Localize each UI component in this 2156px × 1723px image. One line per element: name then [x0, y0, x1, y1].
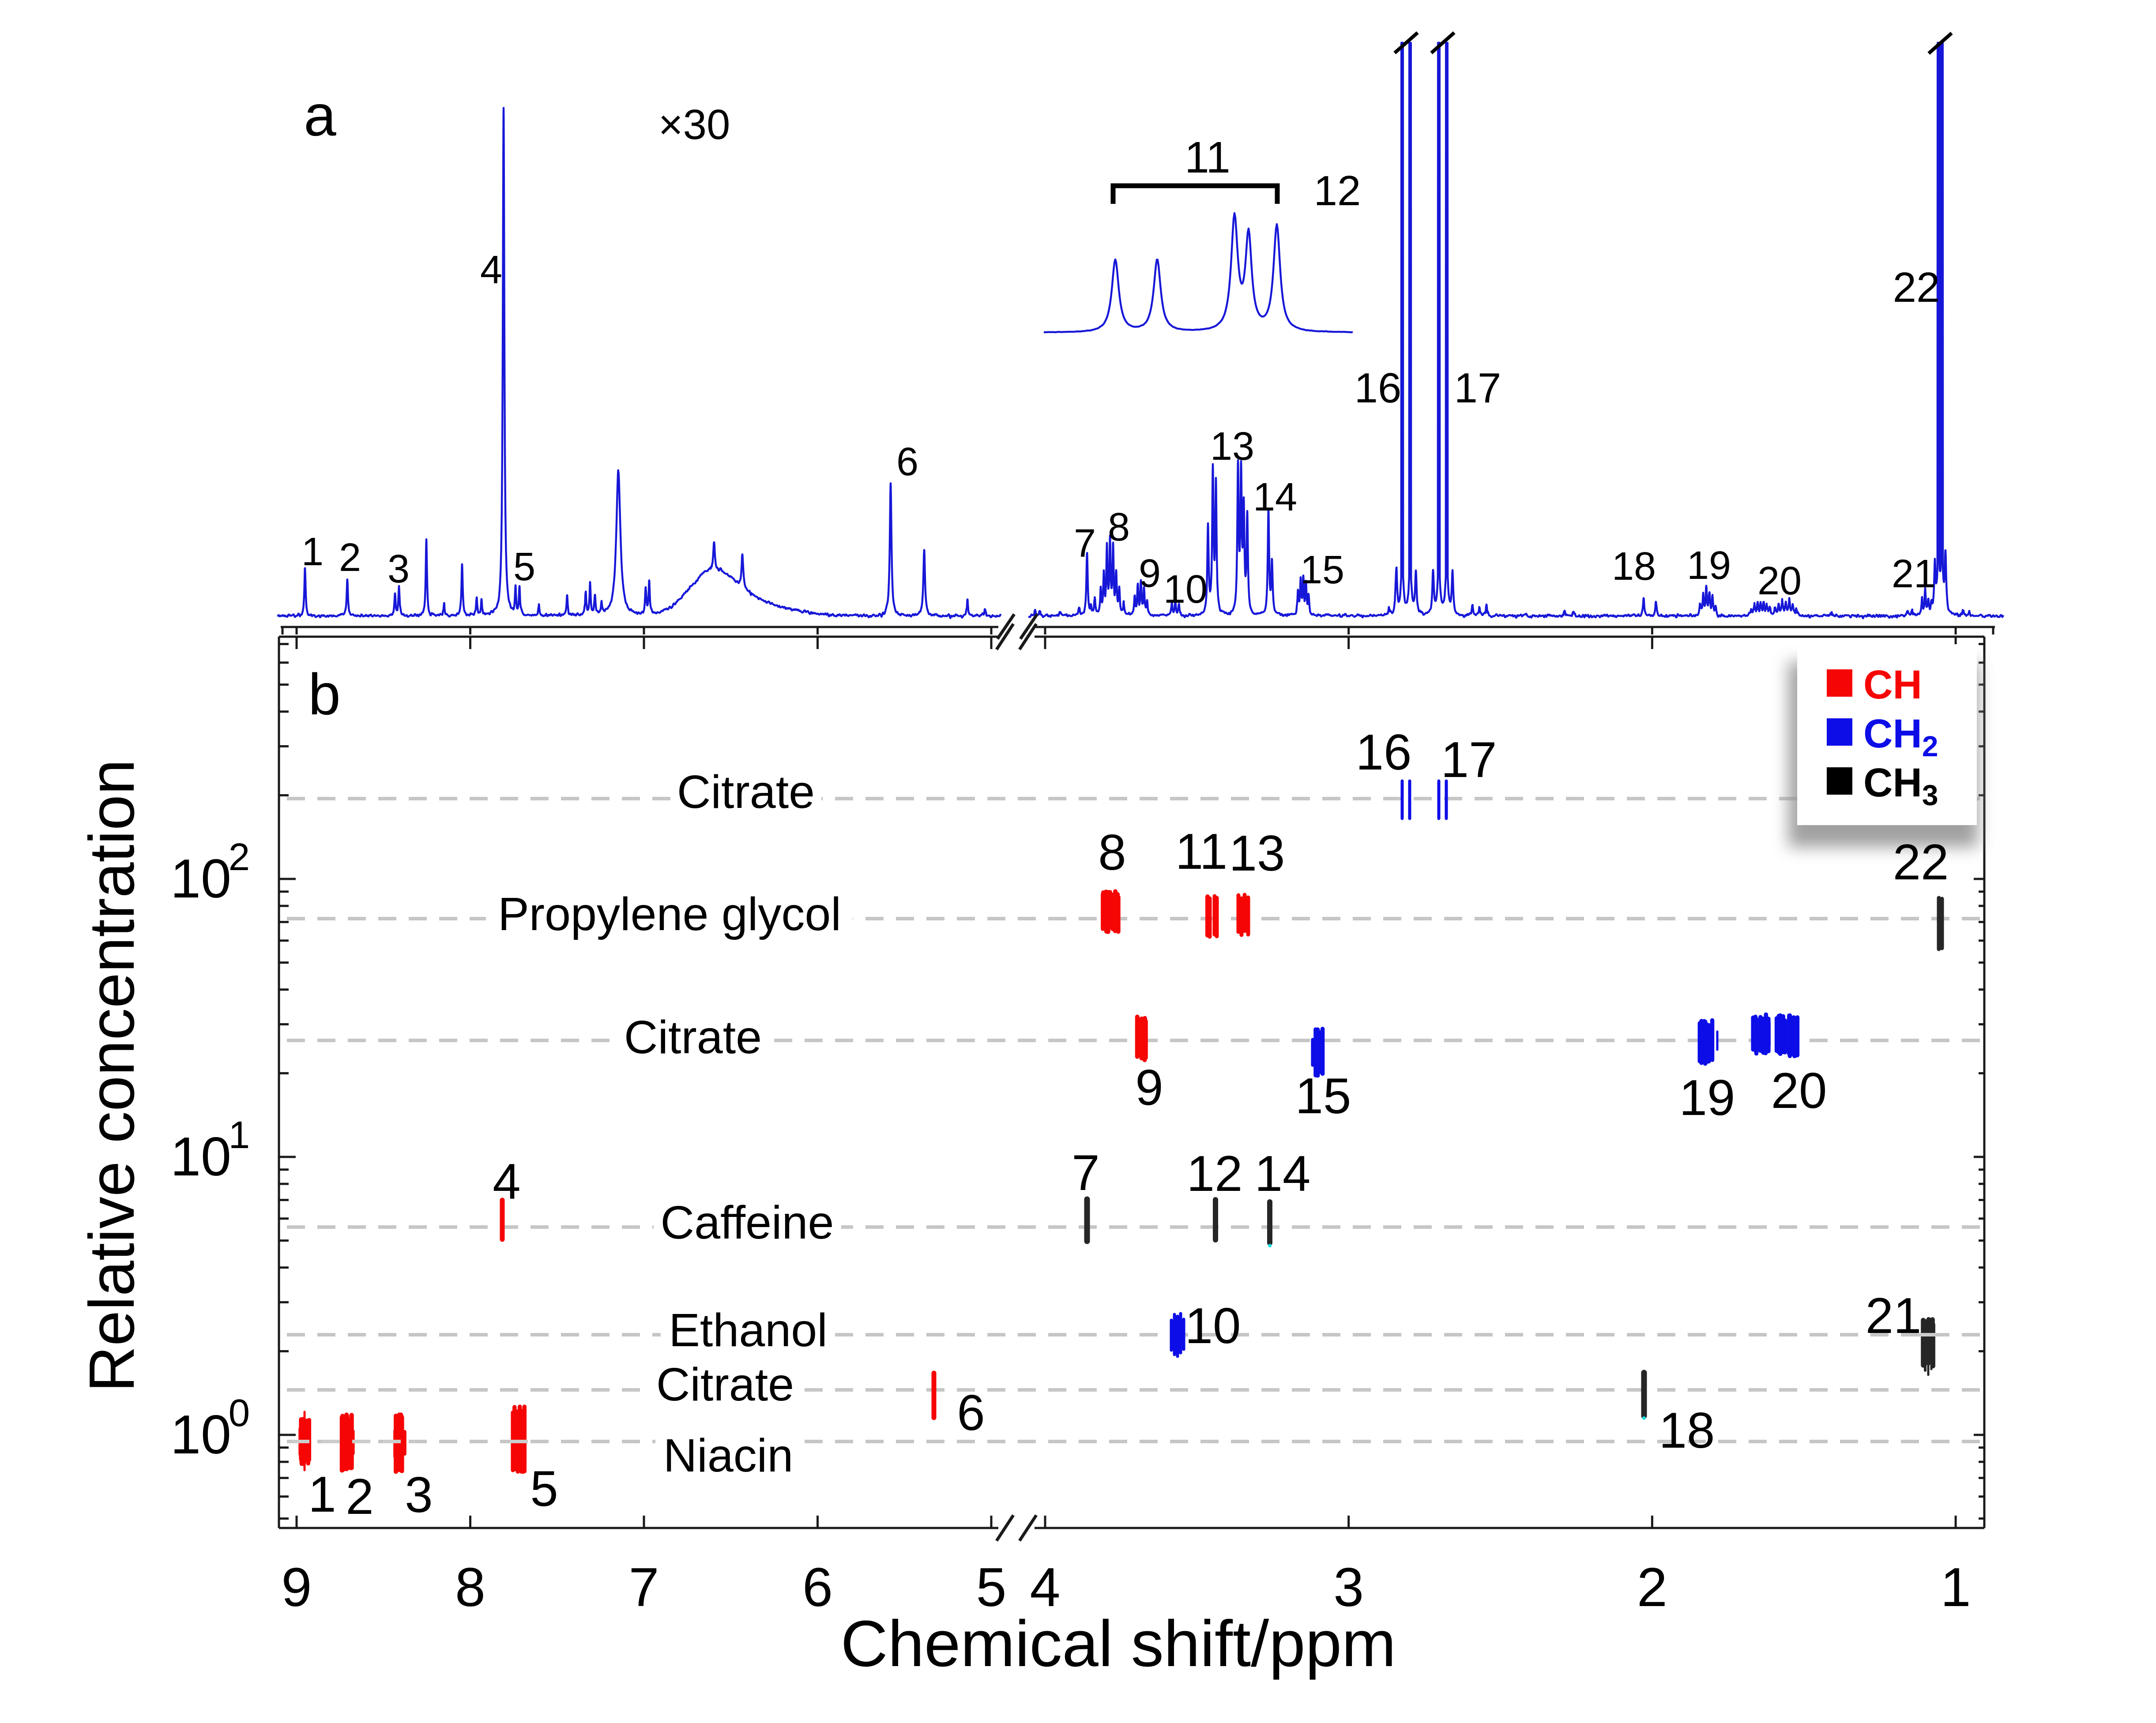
svg-text:22: 22	[1893, 264, 1940, 311]
svg-text:Citrate: Citrate	[656, 1359, 794, 1411]
svg-text:Propylene glycol: Propylene glycol	[498, 888, 841, 940]
svg-text:18: 18	[1612, 544, 1656, 589]
svg-text:15: 15	[1295, 1068, 1351, 1124]
svg-text:7: 7	[629, 1557, 659, 1618]
svg-text:17: 17	[1454, 364, 1501, 412]
svg-text:6: 6	[802, 1557, 833, 1618]
svg-text:19: 19	[1679, 1070, 1735, 1126]
svg-text:8: 8	[455, 1557, 485, 1618]
svg-text:13: 13	[1229, 826, 1285, 882]
svg-text:13: 13	[1210, 424, 1254, 469]
svg-text:Citrate: Citrate	[677, 766, 815, 818]
svg-text:7: 7	[1074, 522, 1096, 566]
svg-text:5: 5	[513, 545, 535, 589]
svg-text:CH: CH	[1863, 662, 1922, 707]
svg-text:10: 10	[170, 1126, 231, 1187]
svg-text:2: 2	[1637, 1557, 1667, 1618]
svg-text:8: 8	[1108, 505, 1130, 549]
svg-text:Caffeine: Caffeine	[661, 1197, 834, 1249]
svg-text:4: 4	[493, 1154, 520, 1210]
svg-text:5: 5	[530, 1461, 558, 1517]
svg-text:3: 3	[388, 547, 410, 591]
svg-text:a: a	[304, 83, 336, 148]
svg-text:8: 8	[1098, 825, 1126, 881]
svg-text:11: 11	[1185, 133, 1230, 182]
svg-text:3: 3	[405, 1467, 433, 1523]
svg-text:2: 2	[346, 1469, 373, 1525]
svg-text:7: 7	[1072, 1145, 1099, 1201]
svg-text:4: 4	[1030, 1557, 1061, 1618]
svg-text:22: 22	[1893, 834, 1949, 890]
svg-text:1: 1	[301, 530, 324, 574]
svg-text:b: b	[308, 662, 340, 727]
svg-text:2: 2	[339, 536, 361, 580]
svg-text:21: 21	[1866, 1288, 1922, 1344]
svg-text:10: 10	[1185, 1298, 1241, 1354]
svg-text:CH3: CH3	[1863, 760, 1938, 811]
svg-text:19: 19	[1687, 544, 1731, 588]
svg-text:15: 15	[1300, 548, 1344, 592]
svg-text:16: 16	[1355, 364, 1402, 412]
svg-text:10: 10	[170, 848, 231, 909]
svg-text:2: 2	[229, 836, 250, 878]
svg-text:9: 9	[282, 1557, 312, 1618]
svg-text:0: 0	[229, 1392, 250, 1434]
svg-text:12: 12	[1314, 167, 1361, 214]
svg-text:17: 17	[1441, 732, 1497, 788]
svg-text:6: 6	[896, 440, 918, 484]
svg-text:4: 4	[480, 248, 502, 292]
svg-text:14: 14	[1255, 1146, 1311, 1202]
svg-text:10: 10	[170, 1404, 231, 1465]
svg-text:10: 10	[1163, 567, 1208, 612]
svg-text:20: 20	[1757, 559, 1802, 603]
svg-text:Relative concentration: Relative concentration	[76, 759, 147, 1393]
svg-text:3: 3	[1333, 1557, 1364, 1618]
svg-text:14: 14	[1253, 475, 1297, 519]
svg-text:Chemical shift/ppm: Chemical shift/ppm	[841, 1607, 1396, 1680]
svg-text:9: 9	[1135, 1060, 1163, 1116]
svg-text:Ethanol: Ethanol	[669, 1304, 828, 1356]
svg-text:1: 1	[308, 1467, 336, 1523]
svg-text:12: 12	[1187, 1146, 1243, 1202]
svg-text:16: 16	[1356, 724, 1412, 781]
svg-text:×30: ×30	[658, 101, 730, 148]
svg-text:5: 5	[976, 1557, 1007, 1618]
svg-text:20: 20	[1771, 1063, 1827, 1119]
svg-text:Citrate: Citrate	[624, 1011, 762, 1063]
svg-text:18: 18	[1659, 1403, 1715, 1459]
svg-text:11: 11	[1175, 824, 1227, 880]
svg-text:1: 1	[229, 1114, 250, 1156]
svg-text:6: 6	[957, 1385, 985, 1441]
svg-text:21: 21	[1892, 552, 1936, 596]
svg-text:Niacin: Niacin	[663, 1430, 794, 1482]
svg-text:9: 9	[1139, 552, 1161, 596]
svg-text:1: 1	[1941, 1557, 1971, 1618]
